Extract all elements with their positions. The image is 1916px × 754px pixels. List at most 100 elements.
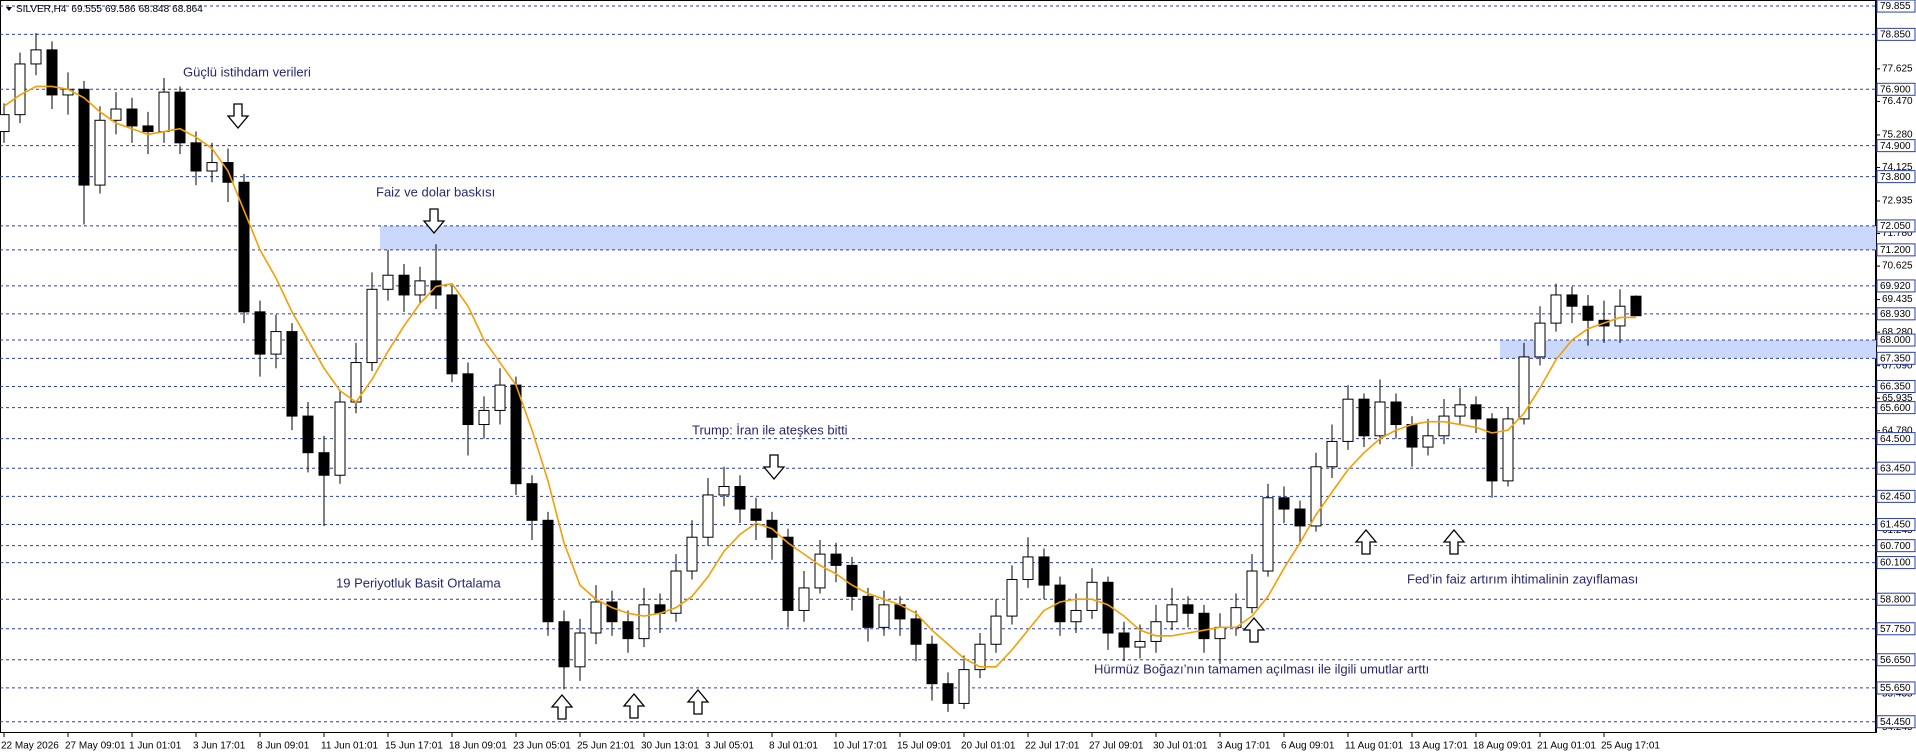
zones — [380, 225, 1876, 359]
candle-body — [1630, 295, 1642, 317]
candle-body — [1326, 440, 1338, 468]
x-tick-label: 27 May 09:01 — [65, 741, 126, 752]
candle-body — [814, 553, 826, 589]
y-tick-label: 64.780 — [1882, 425, 1913, 436]
candle-body — [46, 49, 58, 96]
candle-body — [1502, 418, 1514, 482]
level-label-box — [1876, 489, 1916, 503]
annotation: Güçlü istihdam verileri — [183, 64, 311, 79]
level-label: 76.900 — [1880, 84, 1911, 95]
candle-body — [366, 288, 378, 364]
arrow-up — [623, 693, 645, 719]
candle-body — [1070, 609, 1082, 623]
candle-body — [862, 595, 874, 628]
candle-body — [782, 536, 794, 611]
level-label: 63.450 — [1880, 463, 1911, 474]
arrow-up — [1243, 617, 1265, 643]
candle-body — [398, 274, 410, 296]
x-tick-label: 15 Jun 17:01 — [385, 741, 443, 752]
level-label-box — [1876, 380, 1916, 394]
level-label-box — [1876, 715, 1916, 729]
candle-body — [1262, 497, 1274, 572]
candle-body — [638, 604, 650, 640]
level-label-box — [1876, 461, 1916, 475]
candle-body — [30, 49, 42, 65]
candle-body — [110, 108, 122, 121]
candle-body — [1582, 305, 1594, 321]
x-tick-label: 1 Jun 01:01 — [129, 741, 182, 752]
candle-body — [1534, 322, 1546, 358]
candle-body — [190, 142, 202, 172]
level-label: 58.800 — [1880, 594, 1911, 605]
zone — [380, 225, 1876, 250]
level-label-box — [1876, 0, 1916, 13]
x-tick-label: 25 Aug 17:01 — [1601, 741, 1660, 752]
arrow-down — [763, 454, 785, 480]
level-label: 56.650 — [1880, 655, 1911, 666]
annotations: Güçlü istihdam verileri Faiz ve dolar ba… — [183, 64, 1638, 720]
candle-body — [606, 601, 618, 623]
candle-body — [1182, 604, 1194, 614]
candle-body — [270, 331, 282, 355]
candle-body — [1550, 294, 1562, 324]
level-label: 71.200 — [1880, 245, 1911, 256]
zone — [1500, 340, 1876, 359]
level-label: 55.650 — [1880, 683, 1911, 694]
candle-body — [158, 91, 170, 133]
candle-body — [1166, 604, 1178, 623]
level-label: 78.850 — [1880, 30, 1911, 41]
arrow-down — [227, 103, 249, 129]
close: 68.864 — [172, 4, 203, 15]
plot — [0, 32, 1642, 712]
y-tick-label: 76.470 — [1882, 96, 1913, 107]
level-label-box — [1876, 139, 1916, 153]
candle-body — [526, 483, 538, 521]
candle-body — [14, 63, 26, 116]
arrow-up — [1443, 529, 1465, 555]
annotation: Faiz ve dolar baskısı — [376, 184, 495, 199]
candle-body — [1422, 435, 1434, 448]
level-label-box — [1876, 401, 1916, 415]
arrow-up — [687, 689, 709, 715]
level-label-box — [1876, 351, 1916, 365]
candle-body — [734, 486, 746, 510]
candle-body — [206, 162, 218, 172]
candle-body — [558, 621, 570, 668]
candle-body — [318, 452, 330, 476]
y-tick-label: 74.125 — [1882, 162, 1913, 173]
candle-body — [238, 181, 250, 313]
ma-label: 19 Periyotluk Basit Ortalama — [336, 575, 502, 590]
level-label-box — [1876, 539, 1916, 553]
candle-body — [1022, 556, 1034, 580]
x-tick-label: 20 Jul 01:01 — [961, 741, 1016, 752]
x-tick-label: 10 Jul 17:01 — [833, 741, 888, 752]
candle-body — [302, 415, 314, 454]
candle-body — [1310, 466, 1322, 527]
annotation: Fed’in faiz artırım ihtimalinin zayıflam… — [1407, 571, 1638, 586]
candle-body — [1198, 612, 1210, 640]
y-tick-label: 72.935 — [1882, 196, 1913, 207]
x-tick-label: 8 Jul 01:01 — [769, 741, 818, 752]
candle-body — [990, 615, 1002, 645]
plot-frame — [0, 0, 1876, 733]
candle-body — [430, 280, 442, 296]
x-tick-label: 30 Jul 01:01 — [1153, 741, 1208, 752]
candle-body — [718, 486, 730, 496]
arrow-up — [551, 694, 573, 720]
candle-body — [1118, 632, 1130, 648]
y-tick-label: 67.090 — [1882, 360, 1913, 371]
candle-body — [1438, 415, 1450, 437]
y-tick-label: 75.280 — [1882, 130, 1913, 141]
level-label: 79.855 — [1880, 1, 1911, 12]
candle-body — [974, 643, 986, 671]
level-label: 62.450 — [1880, 492, 1911, 503]
candle-body — [510, 384, 522, 485]
level-label-box — [1876, 681, 1916, 695]
open: 69.555 — [71, 4, 102, 15]
level-label: 73.800 — [1880, 172, 1911, 183]
candle-body — [1294, 508, 1306, 527]
x-tick-label: 13 Aug 17:01 — [1409, 741, 1468, 752]
annotation: Hürmüz Boğazı’nın tamamen açılması ile i… — [1094, 661, 1429, 676]
candle-body — [590, 601, 602, 634]
level-label-box — [1876, 27, 1916, 41]
